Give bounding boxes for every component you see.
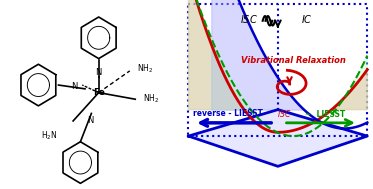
Text: $IC$: $IC$ — [301, 13, 312, 25]
Text: Fe: Fe — [93, 88, 105, 97]
Text: ~  LIESST: ~ LIESST — [305, 110, 345, 119]
Text: reverse - LIESST: reverse - LIESST — [194, 109, 263, 118]
Text: H$_2$N: H$_2$N — [41, 130, 57, 142]
Text: NH$_2$: NH$_2$ — [142, 92, 159, 105]
Text: N: N — [87, 116, 94, 125]
Polygon shape — [188, 110, 367, 166]
Text: $ISC$: $ISC$ — [278, 108, 292, 119]
Text: N: N — [71, 82, 77, 91]
Text: Vibrational Relaxation: Vibrational Relaxation — [241, 56, 345, 65]
Text: N: N — [95, 68, 102, 77]
Text: NH$_2$: NH$_2$ — [137, 63, 153, 75]
Text: $ISC$: $ISC$ — [241, 13, 258, 25]
